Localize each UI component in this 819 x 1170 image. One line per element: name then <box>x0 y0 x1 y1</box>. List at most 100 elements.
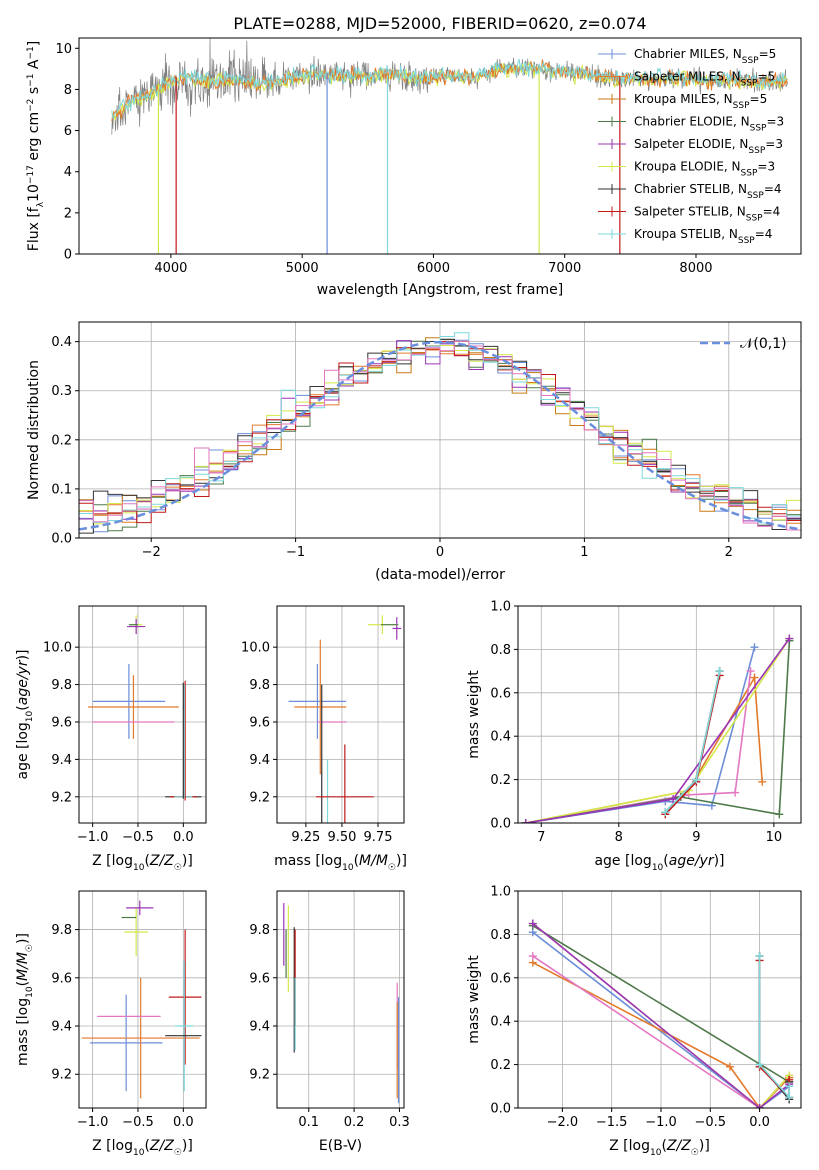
x-tick-label: −1.0 <box>77 830 109 845</box>
y-tick-label: 0.6 <box>490 971 511 986</box>
series-marker <box>758 777 767 786</box>
series-marker <box>785 1093 794 1102</box>
axes-spectrum: 4000 5000 6000 7000 8000 0 2 4 6 8 10 Chabrier MILE… <box>26 37 802 298</box>
series-marker <box>731 788 740 797</box>
x-tick-label: 9.50 <box>327 830 356 845</box>
series-marker <box>750 673 759 682</box>
axes-mass_vs_Z: −1.0 −0.5 0.0 9.2 9.4 9.6 9.8 Z [log10(Z/Z☉)] ma… <box>15 890 207 1158</box>
errorbars <box>283 903 400 1104</box>
series-line-salpeter_stelib <box>758 960 790 1100</box>
x-tick-label: 0.3 <box>389 1115 410 1130</box>
axes-age_vs_Z: −1.0 −0.5 0.0 9.2 9.4 9.6 9.8 10.0 Z [log10(Z/Z☉… <box>15 605 207 873</box>
y-tick-label: 1.0 <box>490 600 511 615</box>
y-tick-label: 8 <box>64 83 72 98</box>
x-axis-label: mass [log10(M/M☉)] <box>274 853 407 873</box>
series-marker <box>785 634 794 643</box>
x-tick-label: −1 <box>286 545 305 560</box>
y-tick-label: 0.0 <box>490 817 511 832</box>
legend-label: Chabrier STELIB, NSSP=4 <box>634 182 782 201</box>
legend-label: Salpeter ELODIE, NSSP=3 <box>634 137 783 156</box>
y-tick-label: 9.2 <box>249 1068 270 1083</box>
y-tick-label: 9.6 <box>51 715 72 730</box>
model-spectrum-kroupa_stelib <box>111 58 788 120</box>
series-marker <box>528 952 537 961</box>
series-marker <box>746 667 755 676</box>
x-tick-label: 1 <box>580 545 588 560</box>
x-axis-label: (data-model)/error <box>375 567 505 583</box>
series-lines <box>521 634 794 823</box>
series-marker <box>715 667 724 676</box>
x-axis-label: Z [log10(Z/Z☉)] <box>92 853 193 873</box>
x-axis-label: wavelength [Angstrom, rest frame] <box>317 282 563 298</box>
legend-label: Chabrier MILES, NSSP=5 <box>634 47 776 66</box>
x-tick-label: 7000 <box>548 261 581 276</box>
series-marker <box>669 795 678 804</box>
y-tick-label: 0.0 <box>51 532 72 547</box>
legend-label: Kroupa MILES, NSSP=5 <box>634 92 767 111</box>
y-tick-label: 9.6 <box>249 715 270 730</box>
y-tick-label: 1.0 <box>490 885 511 900</box>
histograms <box>79 332 801 534</box>
x-axis-label: Z [log10(Z/Z☉)] <box>92 1138 193 1158</box>
y-axis-label: mass weight <box>466 955 482 1044</box>
normal-curve <box>79 340 801 531</box>
y-tick-label: 0.1 <box>51 482 72 497</box>
y-axis-label: Flux [fλ10−17 erg cm−2 s−1 A−1] <box>26 41 46 251</box>
y-tick-label: 0.2 <box>51 433 72 448</box>
y-tick-label: 0.0 <box>490 1102 511 1117</box>
series-marker <box>528 919 537 928</box>
errorbars <box>288 615 402 823</box>
plot-frame <box>78 605 207 824</box>
y-axis-label: Normed distribution <box>26 360 42 500</box>
x-axis-label: age [log10(age/yr)] <box>594 853 724 873</box>
series-marker <box>521 819 530 823</box>
y-tick-label: 9.4 <box>51 753 72 768</box>
errorbars <box>81 900 202 1099</box>
x-tick-label: 0.0 <box>173 830 194 845</box>
y-tick-label: 0.4 <box>51 335 72 350</box>
x-tick-label: 8000 <box>679 261 712 276</box>
x-tick-label: −2 <box>142 545 161 560</box>
x-tick-label: 9.75 <box>364 830 393 845</box>
series-marker <box>726 1062 735 1071</box>
legend-label: Salpeter MILES, NSSP=5 <box>634 70 775 89</box>
legend-label: Kroupa ELODIE, NSSP=3 <box>634 160 775 179</box>
series-line-salpeter_elodie <box>532 922 790 1108</box>
y-tick-label: 0.2 <box>490 1058 511 1073</box>
histogram-pink <box>79 340 801 531</box>
y-axis-label: age [log10(age/yr)] <box>15 649 35 779</box>
x-axis-label: Z [log10(Z/Z☉)] <box>609 1138 710 1158</box>
x-tick-label: −0.5 <box>694 1115 726 1130</box>
x-tick-label: 2 <box>725 545 733 560</box>
legend-label: Kroupa STELIB, NSSP=4 <box>634 227 772 246</box>
plot-frame <box>517 890 802 1109</box>
y-tick-label: 9.2 <box>51 790 72 805</box>
x-tick-label: 0.0 <box>173 1115 194 1130</box>
axes-massweight_vs_age: 7 8 9 10 0.0 0.2 0.4 0.6 0.8 1.0 age [log10(age/yr… <box>466 600 802 873</box>
series-line-chabrier_elodie <box>525 640 791 823</box>
plot-frame <box>276 890 405 1109</box>
y-tick-label: 9.8 <box>51 678 72 693</box>
series-marker <box>750 643 759 652</box>
x-tick-label: 5000 <box>286 261 319 276</box>
y-tick-label: 0.8 <box>490 928 511 943</box>
y-tick-label: 0.4 <box>490 730 511 745</box>
x-tick-label: 9.25 <box>291 830 320 845</box>
legend-label: Salpeter STELIB, NSSP=4 <box>634 205 780 224</box>
x-tick-label: 8 <box>615 830 623 845</box>
axes-massweight_vs_Z: −2.0 −1.5 −1.0 −0.5 0.0 0.0 0.2 0.4 0.6 0.8 1.0 Z [… <box>466 885 802 1158</box>
x-tick-label: 9 <box>692 830 700 845</box>
x-tick-label: −0.5 <box>122 1115 154 1130</box>
x-tick-label: 6000 <box>417 261 450 276</box>
x-tick-label: 0 <box>436 545 444 560</box>
y-tick-label: 9.2 <box>51 1068 72 1083</box>
x-tick-label: 10 <box>766 830 783 845</box>
x-tick-label: −0.5 <box>122 830 154 845</box>
spectrum-lines <box>111 38 788 254</box>
x-tick-label: 4000 <box>154 261 187 276</box>
series-marker <box>692 775 701 784</box>
axes-mass_vs_ebv: 0.1 0.2 0.3 9.2 9.4 9.6 9.8 E(B-V) <box>249 890 410 1154</box>
y-tick-label: 2 <box>64 206 72 221</box>
legend-label: Chabrier ELODIE, NSSP=3 <box>634 115 784 134</box>
